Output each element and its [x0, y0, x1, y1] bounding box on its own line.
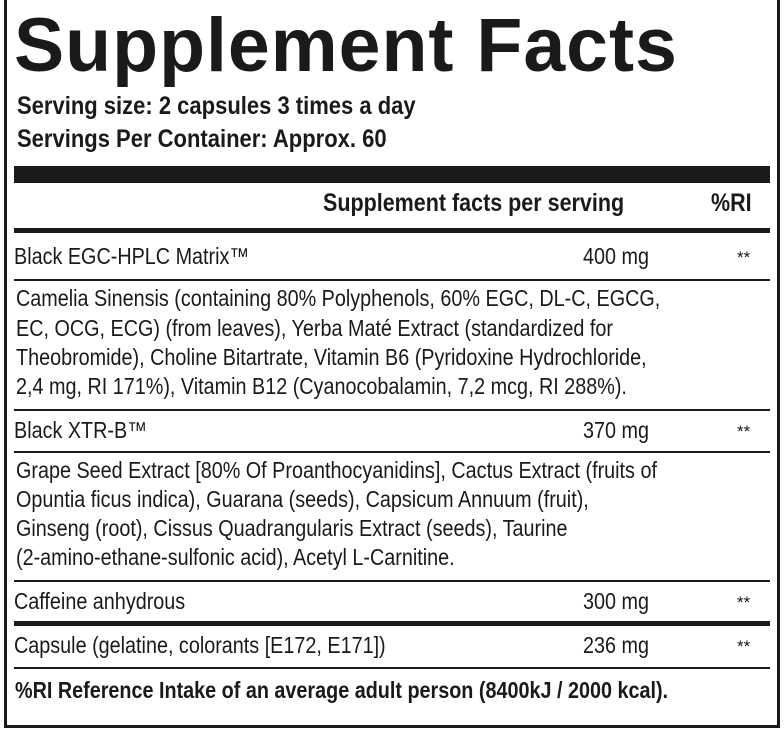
- ingredient-amount: 300 mg: [583, 588, 649, 614]
- label-border: [4, 0, 780, 728]
- ingredient-name: Black XTR-B™: [14, 417, 147, 443]
- header-per-serving: Supplement facts per serving: [323, 189, 625, 217]
- ingredient-name: Capsule (gelatine, colorants [E172, E171…: [14, 632, 386, 658]
- row-divider: [14, 667, 770, 669]
- ingredient-description-line: 2,4 mg, RI 171%), Vitamin B12 (Cyanocoba…: [16, 373, 627, 399]
- serving-size: Serving size: 2 capsules 3 times a day: [17, 92, 416, 120]
- ingredient-description-line: Theobromide), Choline Bitartrate, Vitami…: [16, 344, 647, 370]
- ingredient-amount: 400 mg: [583, 243, 649, 269]
- row-divider: [14, 279, 770, 281]
- label-title: Supplement Facts: [14, 3, 678, 88]
- ingredient-amount: 236 mg: [583, 632, 649, 658]
- ingredient-ri: **: [737, 593, 751, 612]
- header-divider: [14, 228, 770, 233]
- ingredient-ri: **: [737, 422, 751, 441]
- ingredient-description-line: Grape Seed Extract [80% Of Proanthocyani…: [16, 457, 657, 483]
- footnote: %RI Reference Intake of an average adult…: [15, 677, 669, 703]
- ingredient-amount: 370 mg: [583, 417, 649, 443]
- ingredient-ri: **: [737, 248, 751, 267]
- ingredient-description-line: EC, OCG, ECG) (from leaves), Yerba Maté …: [16, 315, 613, 341]
- thick-row-divider: [14, 621, 770, 626]
- ingredient-name: Black EGC-HPLC Matrix™: [14, 243, 250, 269]
- ingredient-description-line: Camelia Sinensis (containing 80% Polyphe…: [16, 285, 661, 311]
- thick-divider: [14, 166, 770, 183]
- row-divider: [14, 451, 770, 453]
- header-ri: %RI: [711, 189, 752, 217]
- ingredient-name: Caffeine anhydrous: [14, 588, 186, 614]
- ingredient-description-line: Ginseng (root), Cissus Quadrangularis Ex…: [16, 515, 568, 541]
- ingredient-description-line: Opuntia ficus indica), Guarana (seeds), …: [16, 486, 589, 512]
- row-divider: [14, 409, 770, 411]
- servings-per-container: Servings Per Container: Approx. 60: [17, 125, 387, 153]
- ingredient-ri: **: [737, 637, 751, 656]
- row-divider: [14, 580, 770, 582]
- ingredient-description-line: (2-amino-ethane-sulfonic acid), Acetyl L…: [16, 544, 455, 570]
